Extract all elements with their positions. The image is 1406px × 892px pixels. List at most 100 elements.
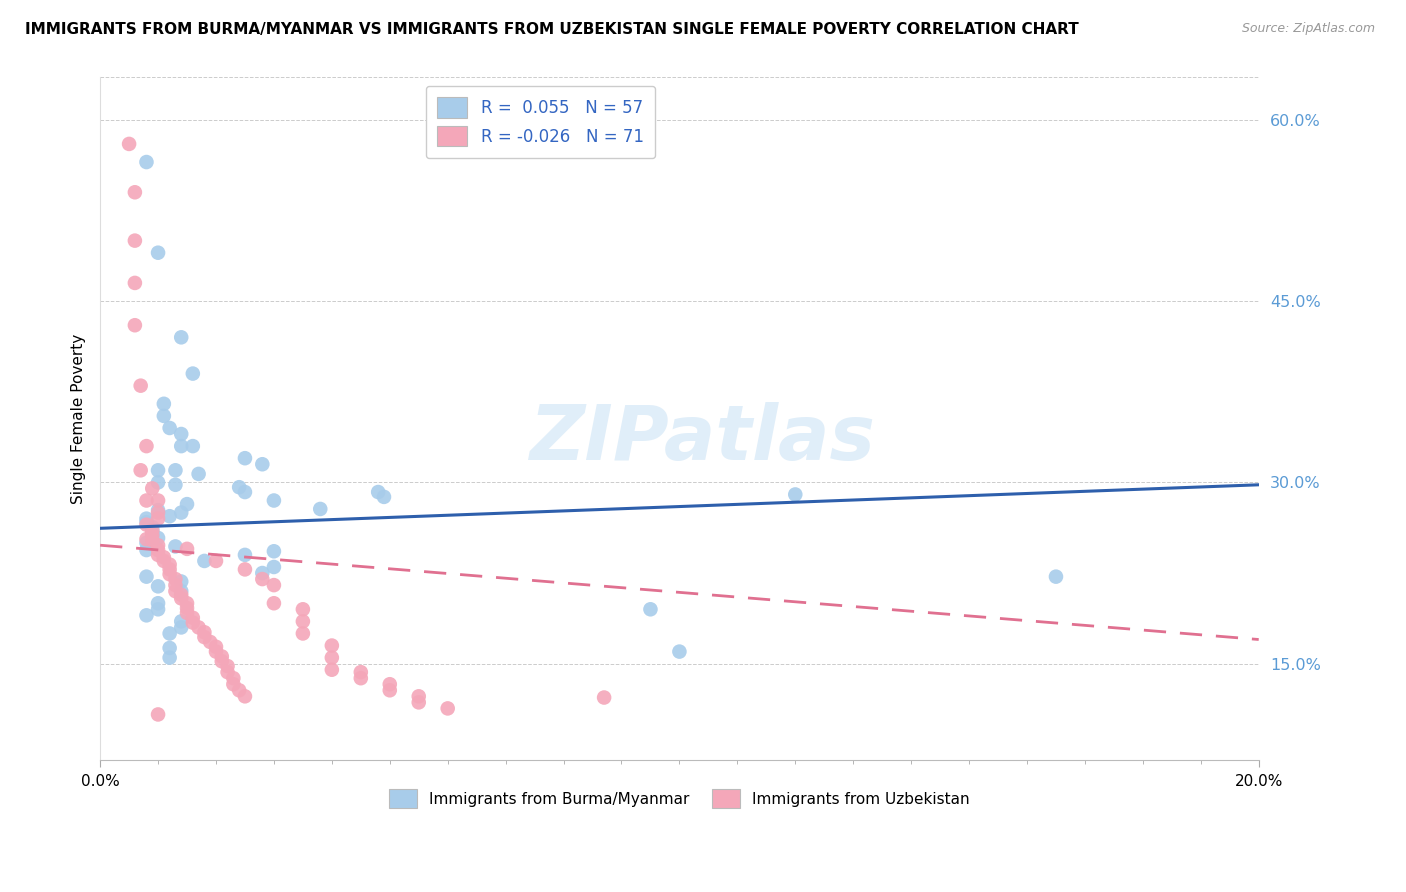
Point <box>252 572 274 586</box>
Point <box>159 626 181 640</box>
Point <box>170 439 193 453</box>
Point <box>252 457 274 471</box>
Legend: Immigrants from Burma/Myanmar, Immigrants from Uzbekistan: Immigrants from Burma/Myanmar, Immigrant… <box>382 783 976 814</box>
Point <box>141 527 163 541</box>
Point <box>170 615 193 629</box>
Point <box>135 493 157 508</box>
Point <box>170 330 193 344</box>
Point <box>141 524 163 538</box>
Point <box>135 569 157 583</box>
Point <box>146 538 169 552</box>
Point <box>141 520 163 534</box>
Point <box>181 615 204 630</box>
Point <box>165 477 187 491</box>
Text: ZIPatlas: ZIPatlas <box>530 402 876 476</box>
Point <box>146 503 169 517</box>
Point <box>263 544 285 558</box>
Point <box>153 397 176 411</box>
Point <box>146 579 169 593</box>
Point <box>181 611 204 625</box>
Point <box>165 540 187 554</box>
Point <box>170 584 193 599</box>
Point <box>785 487 807 501</box>
Point <box>135 511 157 525</box>
Point <box>124 234 146 248</box>
Point <box>233 548 256 562</box>
Point <box>146 602 169 616</box>
Point <box>170 620 193 634</box>
Point <box>263 560 285 574</box>
Point <box>146 596 169 610</box>
Point <box>228 683 250 698</box>
Point <box>408 695 430 709</box>
Point <box>211 654 233 668</box>
Point <box>187 467 209 481</box>
Point <box>378 677 401 691</box>
Point <box>159 558 181 572</box>
Point <box>291 626 314 640</box>
Point <box>211 649 233 664</box>
Point <box>217 659 239 673</box>
Point <box>170 574 193 589</box>
Point <box>146 531 169 545</box>
Point <box>159 640 181 655</box>
Point <box>205 640 228 654</box>
Point <box>217 665 239 680</box>
Point <box>165 584 187 599</box>
Point <box>146 506 169 520</box>
Point <box>193 630 215 644</box>
Point <box>135 536 157 550</box>
Point <box>146 511 169 525</box>
Point <box>193 625 215 640</box>
Point <box>159 650 181 665</box>
Point <box>165 578 187 592</box>
Point <box>146 707 169 722</box>
Point <box>159 509 181 524</box>
Point <box>176 606 198 620</box>
Point <box>373 490 395 504</box>
Point <box>176 541 198 556</box>
Point <box>146 548 169 562</box>
Point <box>176 596 198 610</box>
Point <box>146 543 169 558</box>
Point <box>135 608 157 623</box>
Point <box>153 554 176 568</box>
Point <box>135 543 157 558</box>
Point <box>165 572 187 586</box>
Point <box>165 463 187 477</box>
Point <box>233 451 256 466</box>
Point <box>408 690 430 704</box>
Point <box>170 591 193 606</box>
Point <box>291 602 314 616</box>
Point <box>141 482 163 496</box>
Point <box>263 493 285 508</box>
Point <box>309 502 332 516</box>
Point <box>135 515 157 529</box>
Point <box>321 650 343 665</box>
Point <box>222 677 245 691</box>
Point <box>135 439 157 453</box>
Point <box>176 601 198 615</box>
Point <box>124 276 146 290</box>
Point <box>233 690 256 704</box>
Point <box>159 562 181 576</box>
Point <box>146 463 169 477</box>
Point <box>350 665 373 680</box>
Point <box>321 639 343 653</box>
Point <box>124 318 146 333</box>
Point <box>187 620 209 634</box>
Text: Source: ZipAtlas.com: Source: ZipAtlas.com <box>1241 22 1375 36</box>
Point <box>1045 569 1067 583</box>
Point <box>436 701 458 715</box>
Point <box>141 533 163 548</box>
Point <box>135 532 157 546</box>
Point <box>129 378 152 392</box>
Point <box>198 635 221 649</box>
Point <box>146 475 169 490</box>
Point <box>135 517 157 532</box>
Point <box>176 497 198 511</box>
Point <box>141 524 163 538</box>
Y-axis label: Single Female Poverty: Single Female Poverty <box>72 334 86 504</box>
Point <box>205 554 228 568</box>
Point <box>141 528 163 542</box>
